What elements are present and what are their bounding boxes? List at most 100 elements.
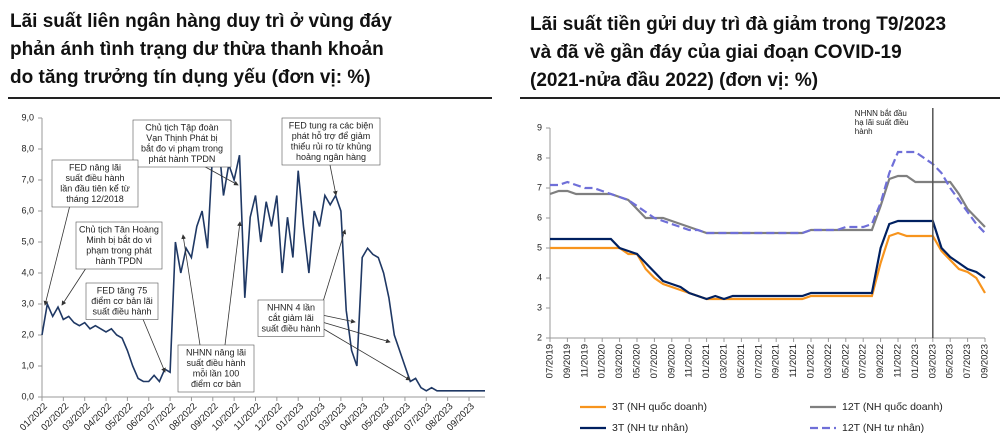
x-tick-label: 11/2021 xyxy=(788,344,799,378)
annotation: NHNN bắt đầu xyxy=(855,109,907,118)
x-tick-label: 09/2021 xyxy=(771,344,782,378)
annotation-arrow xyxy=(139,311,166,373)
legend-label: 12T (NH quốc doanh) xyxy=(842,401,943,413)
x-tick-label: 07/2019 xyxy=(545,344,556,378)
x-tick-label: 05/2022 xyxy=(840,344,851,378)
annotation-box xyxy=(281,117,381,166)
x-tick-label: 07/2023 xyxy=(962,344,973,378)
series-line xyxy=(550,150,986,235)
annotation: hạ lãi suất điều xyxy=(855,118,909,127)
x-tick-label: 07/2020 xyxy=(649,344,660,378)
annotation: Vạn Thịnh Phát bị xyxy=(146,133,217,143)
x-tick-label: 05/2023 xyxy=(945,344,956,378)
annotation: suất điều hành xyxy=(92,306,151,316)
annotation: hoảng ngân hàng xyxy=(296,152,366,162)
chart-title: do tăng trưởng tín dụng yếu (đơn vị: %) xyxy=(10,67,371,88)
x-tick-label: 03/2021 xyxy=(719,344,730,378)
chart-title: Lãi suất liên ngân hàng duy trì ở vùng đ… xyxy=(10,11,392,32)
series-line xyxy=(41,136,485,392)
series-line xyxy=(549,174,986,235)
annotation: lần đầu tiên kể từ xyxy=(60,183,130,193)
annotation: phát hỗ trợ để giảm xyxy=(292,131,370,141)
y-tick-label: 8 xyxy=(537,152,542,162)
y-tick-label: 3,0 xyxy=(21,298,34,308)
y-tick-label: 5,0 xyxy=(21,236,34,246)
annotation-arrow xyxy=(43,204,71,306)
y-tick-label: 9 xyxy=(537,122,542,132)
annotation-arrow xyxy=(181,234,201,346)
x-tick-label: 11/2022 xyxy=(893,344,904,378)
annotation-box xyxy=(85,282,159,320)
y-tick-label: 0,0 xyxy=(21,391,34,401)
annotation-arrow xyxy=(199,163,239,186)
annotation: FED tăng 75 xyxy=(97,285,148,295)
annotation: NHNN 4 lần xyxy=(267,302,315,312)
x-tick-label: 05/2021 xyxy=(736,344,747,378)
annotation: mỗi lần 100 xyxy=(193,368,240,378)
annotation: suất điều hành xyxy=(65,173,124,183)
y-tick-label: 4 xyxy=(537,272,542,282)
legend-label: 3T (NH quốc doanh) xyxy=(612,401,707,413)
annotation-arrow xyxy=(321,229,347,306)
x-tick-label: 11/2019 xyxy=(579,344,590,378)
annotation: tháng 12/2018 xyxy=(66,194,124,204)
x-tick-label: 09/2020 xyxy=(666,344,677,378)
y-tick-label: 1,0 xyxy=(21,360,34,370)
chart-title: Lãi suất tiền gửi duy trì đà giảm trong … xyxy=(530,14,946,35)
x-tick-label: 09/2019 xyxy=(562,344,573,378)
y-tick-label: 5 xyxy=(537,242,542,252)
x-tick-label: 09/2023 xyxy=(980,344,991,378)
x-tick-label: 03/2022 xyxy=(823,344,834,378)
annotation: Chủ tịch Tập đoàn xyxy=(145,122,218,132)
y-tick-label: 7,0 xyxy=(21,174,34,184)
x-tick-label: 03/2023 xyxy=(927,344,938,378)
annotation-arrow xyxy=(321,314,356,324)
annotation-arrow xyxy=(224,221,242,346)
annotation-arrow xyxy=(321,327,411,381)
annotation-box xyxy=(177,344,255,393)
series-line xyxy=(550,219,986,301)
legend-label: 12T (NH tư nhân) xyxy=(842,422,924,434)
y-tick-label: 2 xyxy=(537,332,542,342)
annotation: FED tung ra các biện xyxy=(289,120,374,130)
annotation-box xyxy=(51,159,139,208)
x-tick-label: 09/2022 xyxy=(875,344,886,378)
annotation-box xyxy=(75,221,163,270)
annotation-box xyxy=(257,299,325,337)
annotation: Minh bị bắt do vi xyxy=(86,235,152,245)
x-tick-label: 01/2021 xyxy=(701,344,712,378)
y-tick-label: 3 xyxy=(537,302,542,312)
y-tick-label: 6,0 xyxy=(21,205,34,215)
x-tick-label: 01/2023 xyxy=(910,344,921,378)
annotation: suất điều hành xyxy=(261,323,320,333)
chart-title: và đã về gần đáy của giai đoạn COVID-19 xyxy=(530,42,902,63)
annotation: NHNN nâng lãi xyxy=(186,347,246,357)
annotation: suất điều hành xyxy=(186,358,245,368)
chart-title: phản ánh tình trạng dư thừa thanh khoản xyxy=(10,39,384,60)
y-tick-label: 4,0 xyxy=(21,267,34,277)
chart-title: (2021-nửa đầu 2022) (đơn vị: %) xyxy=(530,70,818,91)
annotation: hành xyxy=(855,127,873,136)
x-tick-label: 03/2020 xyxy=(614,344,625,378)
annotation-arrow xyxy=(321,321,391,344)
annotation: FED nâng lãi xyxy=(69,162,121,172)
annotation: phạm trong phát xyxy=(86,245,152,255)
y-tick-label: 7 xyxy=(537,182,542,192)
y-tick-label: 9,0 xyxy=(21,112,34,122)
annotation: cắt giảm lãi xyxy=(268,313,314,323)
annotation-box xyxy=(132,119,232,168)
annotation: điểm cơ bản lãi xyxy=(91,296,152,306)
x-tick-label: 05/2020 xyxy=(632,344,643,378)
y-tick-label: 6 xyxy=(537,212,542,222)
y-tick-label: 2,0 xyxy=(21,329,34,339)
y-tick-label: 8,0 xyxy=(21,143,34,153)
annotation: phát hành TPDN xyxy=(149,154,216,164)
annotation-arrow xyxy=(329,164,338,196)
x-tick-label: 01/2022 xyxy=(806,344,817,378)
annotation: hành TPDN xyxy=(96,256,143,266)
annotation: thiểu rủi ro từ khủng xyxy=(291,141,372,151)
x-tick-label: 11/2020 xyxy=(684,344,695,378)
annotation: Chủ tịch Tân Hoàng xyxy=(79,224,159,234)
annotation: bắt đo vi phạm trong xyxy=(141,143,223,153)
